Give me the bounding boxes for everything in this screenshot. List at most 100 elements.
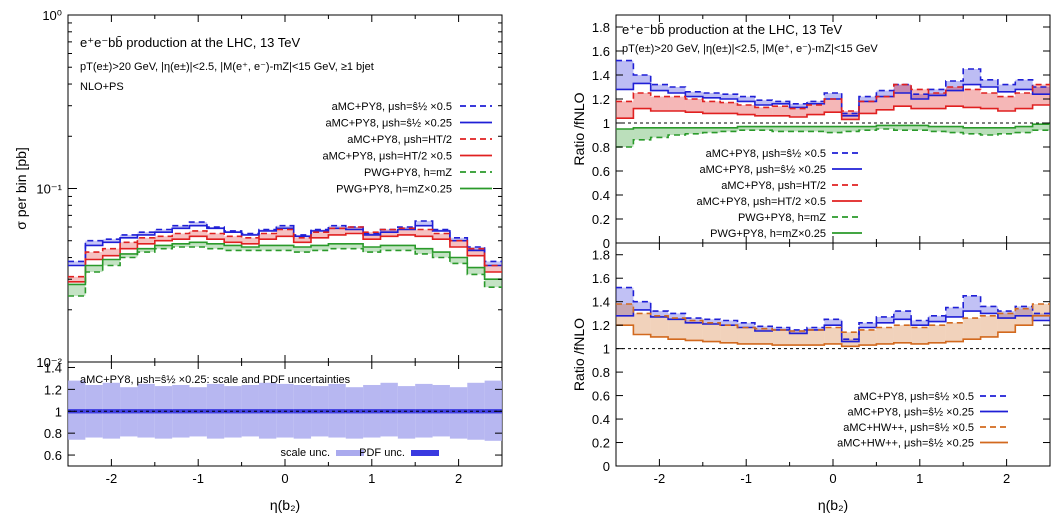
left-top-band-0-bin bbox=[345, 226, 364, 230]
right-bottom-ytick-label: 1.2 bbox=[592, 318, 610, 333]
left-top-band-1-bin bbox=[68, 276, 86, 282]
right-bottom-series-3 bbox=[616, 315, 1050, 348]
right-top-band-1-bin bbox=[772, 106, 790, 116]
left-top-band-2-bin bbox=[241, 247, 259, 251]
left-bottom-legend-pdf: PDF unc. bbox=[359, 447, 405, 459]
right-top-legend-label: PWG+PY8, h=mZ×0.25 bbox=[710, 228, 826, 240]
right-top-band-2-bin bbox=[650, 127, 669, 138]
left-bottom-legend-pdf-swatch bbox=[411, 450, 439, 456]
left-top-band-1-bin bbox=[415, 229, 433, 237]
right-top-band-1-bin bbox=[806, 105, 825, 115]
right-bottom-band-1-bin bbox=[963, 318, 981, 340]
left-top-band-2-bin bbox=[172, 243, 190, 248]
right-bottom-band-0-bin bbox=[963, 295, 981, 312]
right-bottom-band-1-bin bbox=[893, 325, 912, 343]
left-bottom-xtick-label: -2 bbox=[106, 471, 118, 486]
left-bottom-pdf-band-bin bbox=[363, 409, 381, 414]
right-bottom-band-1-bin bbox=[702, 322, 721, 342]
right-top-band-1-bin bbox=[720, 102, 738, 114]
right-top-band-2-bin bbox=[980, 127, 998, 135]
right-top-band-0-bin bbox=[1032, 87, 1050, 95]
right-bottom-band-1-bin bbox=[824, 327, 842, 344]
right-top-band-0-bin bbox=[911, 94, 929, 99]
left-top-band-1-bin bbox=[311, 232, 329, 238]
left-bottom-pdf-band-bin bbox=[484, 409, 502, 414]
left-top-band-1-bin bbox=[276, 229, 294, 237]
right-top-legend-label: aMC+PY8, μsh=ŝ½ ×0.5 bbox=[706, 148, 826, 160]
right-top-band-2-bin bbox=[668, 127, 686, 135]
left-top-band-0-bin bbox=[172, 225, 190, 229]
right-bottom-ytick-label: 0.2 bbox=[592, 436, 610, 451]
left-top-band-0-bin bbox=[68, 261, 86, 266]
right-top-band-2-bin bbox=[1015, 126, 1033, 133]
left-top-legend-label: PWG+PY8, h=mZ×0.25 bbox=[336, 184, 452, 196]
right-top-band-2-bin bbox=[685, 127, 703, 134]
right-top-band-1-bin bbox=[685, 99, 703, 113]
left-top-series-4 bbox=[68, 246, 502, 297]
right-top-band-0-bin bbox=[668, 87, 686, 93]
right-bottom-band-1-bin bbox=[772, 329, 790, 346]
right-top-band-1-bin bbox=[824, 99, 842, 113]
right-bottom-band-1-bin bbox=[1032, 304, 1050, 316]
left-top-band-1-bin bbox=[172, 233, 190, 240]
right-bottom-ytick-label: 1.8 bbox=[592, 248, 610, 263]
right-top-band-2-bin bbox=[1032, 124, 1050, 131]
left-top-band-0-bin bbox=[328, 225, 346, 229]
left-top-band-2-bin bbox=[224, 245, 242, 251]
right-top-band-0-bin bbox=[1015, 79, 1033, 90]
right-bottom-ytick-label: 0.6 bbox=[592, 389, 610, 404]
left-top-band-2-bin bbox=[397, 245, 416, 251]
right-top-ytick-label: 1.2 bbox=[592, 92, 610, 107]
left-top-band-0-bin bbox=[467, 247, 485, 251]
right-top-ytick-label: 1.8 bbox=[592, 20, 610, 35]
right-top-band-0-bin bbox=[963, 69, 981, 85]
left-top-ytick-label: 10⁰ bbox=[42, 8, 62, 23]
right-top-band-0-bin bbox=[893, 84, 912, 93]
right-bottom-band-1-bin bbox=[945, 322, 964, 342]
left-top-band-2-bin bbox=[311, 245, 329, 251]
right-bottom-band-1-bin bbox=[859, 329, 877, 346]
right-bottom-band-1-bin bbox=[685, 320, 703, 341]
right-bottom-band-0-bin bbox=[1015, 306, 1033, 316]
right-top-band-1-bin bbox=[789, 108, 807, 117]
left-top-band-1-bin bbox=[241, 237, 259, 244]
right-top-ytick-label: 1.4 bbox=[592, 68, 610, 83]
left-bottom-pdf-band-bin bbox=[172, 409, 190, 414]
right-top-band-0-bin bbox=[772, 101, 790, 104]
right-top-band-0-bin bbox=[824, 93, 842, 99]
left-top-band-2-bin bbox=[206, 243, 225, 249]
right-top-band-1-bin bbox=[859, 101, 877, 114]
right-top-band-2-bin bbox=[859, 126, 877, 131]
right-top-band-1-bin bbox=[945, 87, 964, 107]
right-bottom-band-1-bin bbox=[911, 327, 929, 344]
left-bottom-title: aMC+PY8, μsh=ŝ½ ×0.25: scale and PDF unc… bbox=[80, 374, 351, 386]
left-bottom-pdf-band-bin bbox=[467, 409, 485, 414]
left-top-band-2-bin bbox=[380, 245, 398, 251]
right-bottom-band-1 bbox=[616, 304, 1050, 347]
right-bottom-band-1-bin bbox=[1015, 308, 1033, 326]
left-top-band-2-bin bbox=[189, 242, 207, 248]
left-top-series-1 bbox=[68, 224, 502, 267]
right-top-band-1-bin bbox=[876, 96, 894, 110]
right-bottom-band-0-bin bbox=[945, 307, 964, 317]
right-bottom-xtick-label: -2 bbox=[654, 471, 666, 486]
right-top-band-0-bin bbox=[876, 90, 894, 97]
left-bottom-pdf-band-bin bbox=[206, 409, 225, 414]
right-top-series-5 bbox=[616, 123, 1050, 130]
right-bottom-band-0-bin bbox=[806, 327, 825, 330]
right-bottom-legend-label: aMC+HW++, μsh=ŝ½ ×0.5 bbox=[843, 422, 974, 434]
right-bottom-band-0-bin bbox=[789, 329, 807, 334]
left-top-subtitle: NLO+PS bbox=[80, 81, 124, 93]
right-bottom-xtick-label: 1 bbox=[916, 471, 923, 486]
right-bottom-series-1 bbox=[616, 309, 1050, 343]
right-top-ytick-label: 1.6 bbox=[592, 44, 610, 59]
left-top-band-1-bin bbox=[467, 248, 485, 256]
right-bottom-band-0-bin bbox=[859, 322, 877, 328]
left-bottom-ytick-label: 0.6 bbox=[44, 448, 62, 463]
right-bottom-band-0 bbox=[616, 287, 1050, 342]
right-top-band-2 bbox=[616, 124, 1050, 147]
left-top-band-1-bin bbox=[154, 236, 173, 241]
right-bottom-band-0-bin bbox=[928, 315, 946, 322]
left-top-band-2-bin bbox=[449, 257, 468, 264]
left-top-band-1-bin bbox=[258, 233, 277, 240]
